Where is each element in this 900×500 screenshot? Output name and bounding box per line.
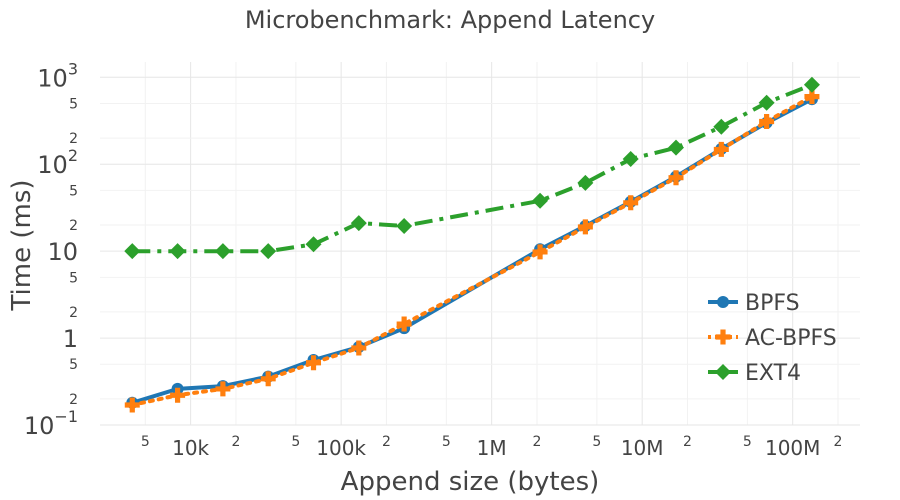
x-tick-label: 2 [231, 434, 240, 450]
legend-item-ext4[interactable]: EXT4 [708, 361, 801, 386]
data-point-ac-bpfs [532, 244, 548, 260]
data-point-ext4 [214, 243, 231, 260]
x-axis-ticks: 5 10k 2 5 100k 2 5 1M 2 5 10M 2 5 100M 2 [141, 434, 843, 460]
data-point-ac-bpfs [351, 340, 367, 356]
x-tick-label: 5 [743, 434, 752, 450]
data-point-ac-bpfs [215, 381, 231, 397]
y-tick-label: 5 [69, 183, 78, 199]
series-ac-bpfs [124, 89, 820, 413]
x-tick-label: 10M [621, 436, 664, 460]
data-point-ac-bpfs [396, 316, 412, 332]
x-tick-label: 100k [316, 436, 366, 460]
data-point-ac-bpfs [577, 219, 593, 235]
y-tick-base: 5 [69, 357, 78, 373]
data-point-ac-bpfs [260, 371, 276, 387]
data-point-ac-bpfs [306, 355, 322, 371]
data-point-ac-bpfs [668, 170, 684, 186]
y-tick-base: 2 [69, 131, 78, 147]
data-point-ac-bpfs [759, 114, 775, 130]
y-tick-base: 5 [69, 96, 78, 112]
data-point-ext4 [169, 243, 186, 260]
y-tick-label: 5 [69, 96, 78, 112]
data-point-ac-bpfs [713, 141, 729, 157]
data-point-ext4 [305, 236, 322, 253]
data-point-ext4 [713, 118, 730, 135]
x-axis-title: Append size (bytes) [341, 467, 600, 497]
x-tick-label: 2 [382, 434, 391, 450]
y-tick-label: 2 [69, 218, 78, 234]
y-tick-base: 10 [47, 238, 78, 266]
y-tick-exponent: −1 [54, 407, 78, 426]
x-tick-label: 5 [291, 434, 300, 450]
y-tick-base: 5 [69, 270, 78, 286]
data-point-ac-bpfs [804, 89, 820, 105]
legend[interactable]: BPFS AC-BPFS EXT4 [708, 291, 837, 386]
x-tick-label: 5 [442, 434, 451, 450]
data-point-ext4 [668, 139, 685, 156]
series-layer [124, 76, 820, 413]
y-tick-base: 5 [69, 183, 78, 199]
data-point-ext4 [577, 174, 594, 191]
data-point-ext4 [350, 215, 367, 232]
data-point-ext4 [532, 192, 549, 209]
legend-label: EXT4 [745, 361, 801, 386]
y-tick-base: 2 [69, 392, 78, 408]
legend-marker-ext4 [715, 364, 731, 380]
y-tick-base: 2 [69, 218, 78, 234]
y-tick-label: 10−1 [24, 407, 78, 440]
y-tick-label: 102 [37, 146, 78, 179]
x-tick-label: 5 [592, 434, 601, 450]
y-tick-label: 2 [69, 131, 78, 147]
data-point-ext4 [124, 243, 141, 260]
y-tick-base: 10 [24, 412, 55, 440]
y-tick-label: 1 [63, 325, 78, 353]
y-tick-base: 10 [37, 64, 68, 92]
y-tick-label: 2 [69, 392, 78, 408]
legend-label: AC-BPFS [745, 326, 837, 351]
data-point-ext4 [260, 243, 277, 260]
legend-marker-bpfs [717, 296, 729, 308]
chart-title: Microbenchmark: Append Latency [245, 6, 655, 34]
y-tick-label: 2 [69, 305, 78, 321]
x-tick-label: 2 [683, 434, 692, 450]
y-tick-label: 103 [37, 59, 78, 92]
y-tick-exponent: 3 [68, 59, 78, 78]
series-line-ext4 [132, 82, 813, 254]
y-axis-title: Time (ms) [7, 179, 37, 311]
x-tick-label: 5 [141, 434, 150, 450]
data-point-ac-bpfs [623, 195, 639, 211]
data-point-ext4 [396, 217, 413, 234]
data-point-ext4 [622, 150, 639, 167]
x-tick-label: 2 [834, 434, 843, 450]
x-tick-label: 10k [172, 436, 209, 460]
legend-item-ac-bpfs[interactable]: AC-BPFS [708, 326, 837, 351]
y-tick-label: 5 [69, 357, 78, 373]
data-point-ext4 [758, 94, 775, 111]
legend-marker-ac-bpfs [715, 329, 731, 345]
series-line-ac-bpfs [130, 94, 814, 407]
y-tick-exponent: 2 [68, 146, 78, 165]
y-tick-base: 10 [37, 151, 68, 179]
data-point-ac-bpfs [170, 387, 186, 403]
x-tick-label: 2 [533, 434, 542, 450]
x-tick-label: 100M [765, 436, 820, 460]
data-point-ac-bpfs [124, 397, 140, 413]
grid [100, 62, 860, 426]
y-tick-label: 10 [47, 238, 78, 266]
y-tick-base: 2 [69, 305, 78, 321]
series-ext4 [124, 76, 820, 260]
y-tick-label: 5 [69, 270, 78, 286]
x-tick-label: 1M [477, 436, 507, 460]
legend-label: BPFS [745, 291, 800, 316]
y-tick-base: 1 [63, 325, 78, 353]
data-point-ext4 [803, 76, 820, 93]
legend-item-bpfs[interactable]: BPFS [708, 291, 800, 316]
